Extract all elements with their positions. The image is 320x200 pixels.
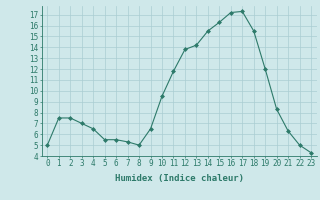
X-axis label: Humidex (Indice chaleur): Humidex (Indice chaleur) — [115, 174, 244, 183]
